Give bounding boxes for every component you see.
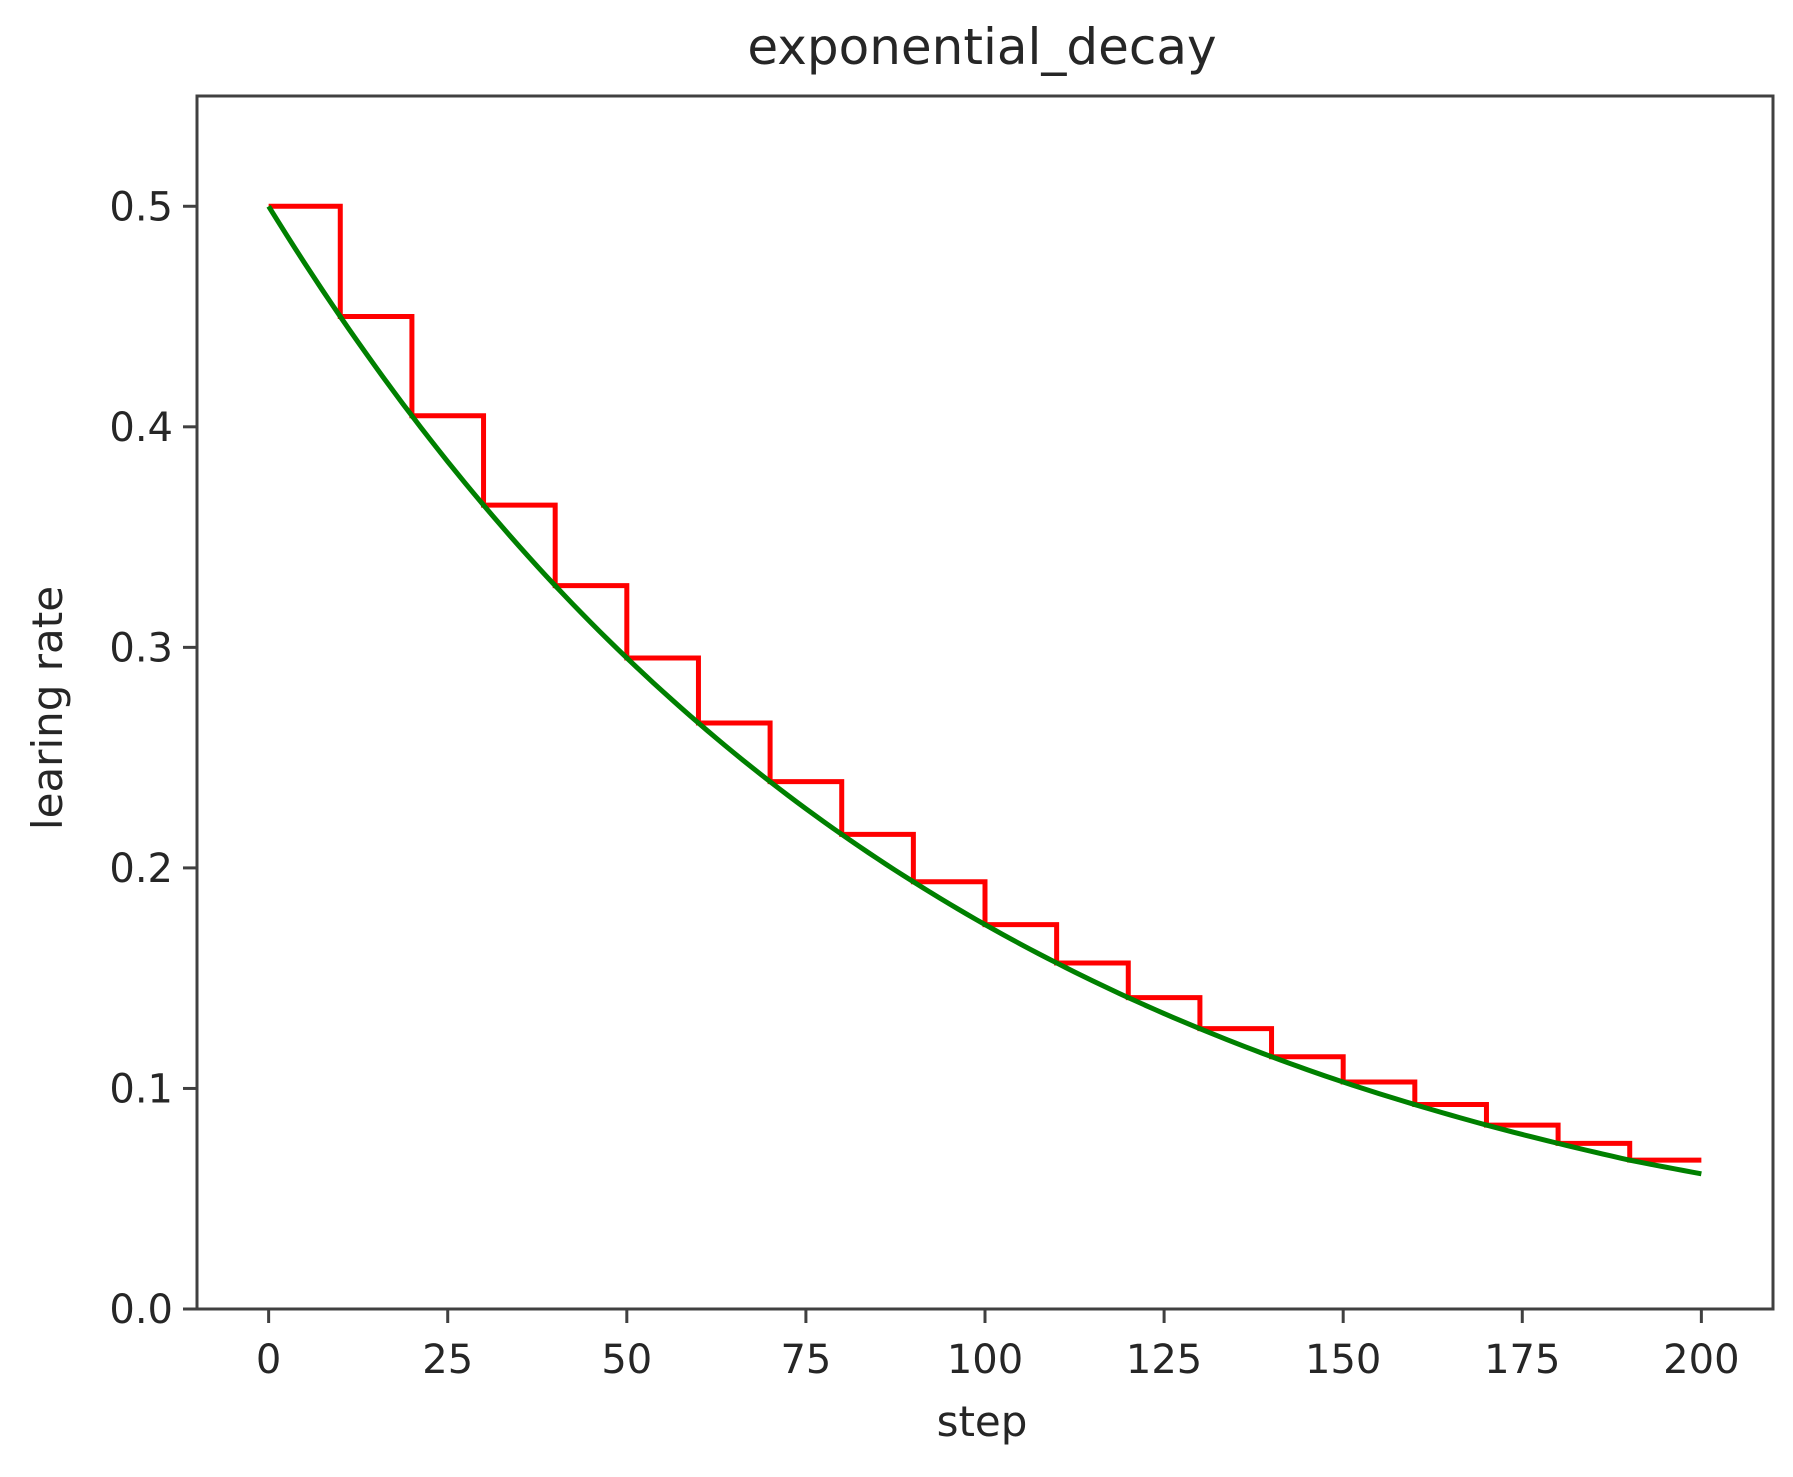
y-tick-label: 0.3 [109, 625, 173, 671]
exponential-decay-curve [266, 204, 1702, 1177]
y-tick-label: 0.2 [109, 846, 173, 892]
y-tick-label: 0.1 [109, 1066, 173, 1112]
x-tick-label: 125 [1126, 1337, 1202, 1383]
y-axis: 0.0 0.1 0.2 0.3 0.4 0.5 [109, 184, 197, 1333]
y-axis-label: learing rate [23, 586, 72, 830]
x-tick-label: 100 [947, 1337, 1023, 1383]
plot-area [266, 203, 1702, 1177]
x-tick-label: 0 [256, 1337, 281, 1383]
x-tick-label: 175 [1484, 1337, 1560, 1383]
x-axis: 0 25 50 75 100 125 150 175 200 [256, 1309, 1740, 1383]
step-decay-line [268, 203, 1702, 1163]
x-tick-label: 50 [601, 1337, 652, 1383]
chart-title: exponential_decay [747, 18, 1216, 76]
y-tick-label: 0.5 [109, 184, 173, 230]
x-tick-label: 150 [1305, 1337, 1381, 1383]
x-axis-label: step [937, 1397, 1028, 1446]
x-tick-label: 200 [1663, 1337, 1739, 1383]
x-tick-label: 25 [422, 1337, 473, 1383]
x-tick-label: 75 [780, 1337, 831, 1383]
y-tick-label: 0.0 [109, 1287, 173, 1333]
y-tick-label: 0.4 [109, 405, 173, 451]
